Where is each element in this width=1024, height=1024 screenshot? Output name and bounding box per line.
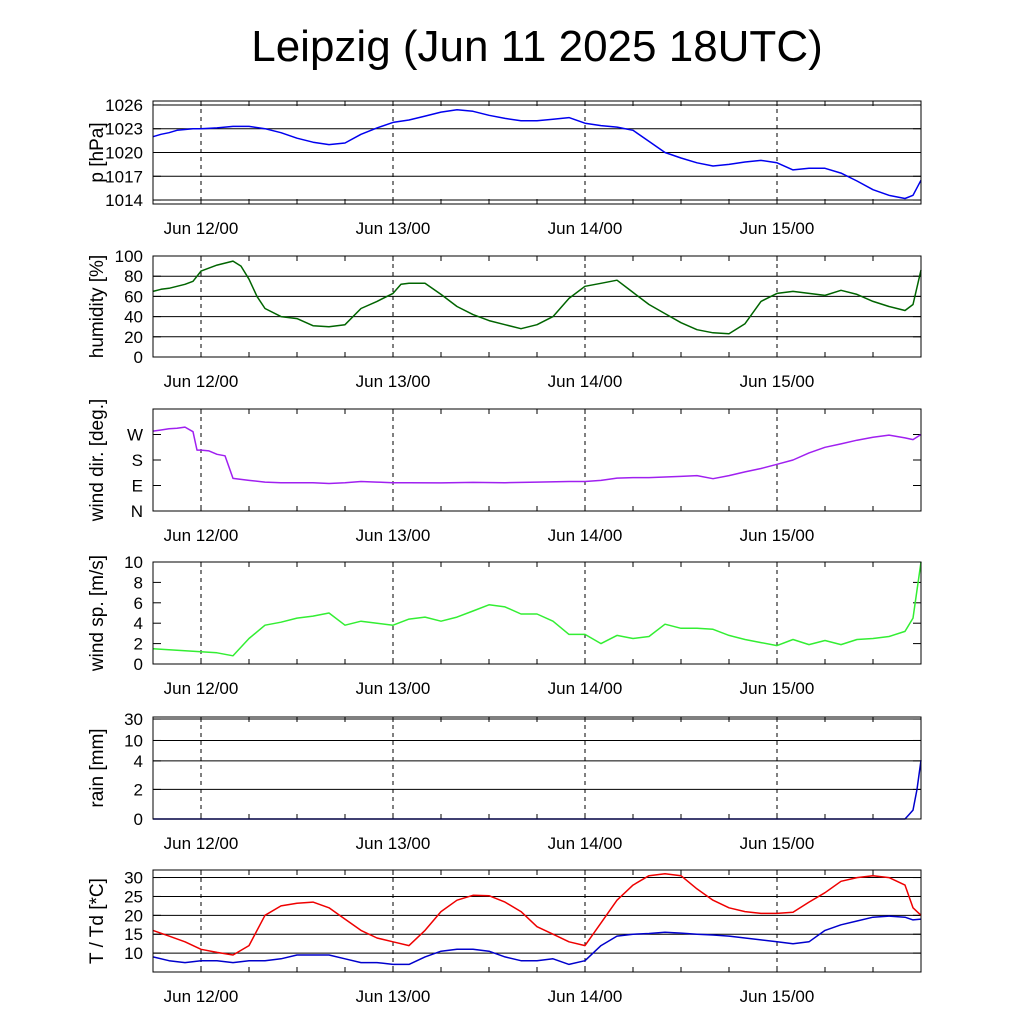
y-tick-label: 1014 xyxy=(105,191,143,210)
x-tick-label: Jun 15/00 xyxy=(740,987,815,1006)
x-tick-label: Jun 12/00 xyxy=(164,526,239,545)
panel-frame xyxy=(152,869,922,973)
y-tick-label: 0 xyxy=(134,810,143,829)
y-tick-label: N xyxy=(131,502,143,521)
y-tick-label: 1017 xyxy=(105,167,143,186)
x-tick-label: Jun 12/00 xyxy=(164,219,239,238)
x-tick-label: Jun 15/00 xyxy=(740,372,815,391)
y-axis-label: humidity [%] xyxy=(87,255,108,358)
series-humidity xyxy=(152,260,922,335)
y-tick-label: 0 xyxy=(134,348,143,367)
y-tick-label: 20 xyxy=(124,328,143,347)
y-tick-label: 4 xyxy=(134,614,143,633)
x-tick-label: Jun 14/00 xyxy=(548,526,623,545)
panel-pressure: 1014 1017 1020 1023 1026 p [hPa] Jun 12/00 Jun … xyxy=(87,96,922,238)
y-tick-label: 80 xyxy=(124,267,143,286)
x-tick-label: Jun 12/00 xyxy=(164,987,239,1006)
y-tick-label: W xyxy=(127,426,143,445)
y-tick-label: E xyxy=(132,477,143,496)
y-tick-label: 2 xyxy=(134,780,143,799)
x-tick-label: Jun 15/00 xyxy=(740,526,815,545)
x-tick-label: Jun 14/00 xyxy=(548,679,623,698)
y-tick-label: 8 xyxy=(134,573,143,592)
y-tick-label: 20 xyxy=(124,906,143,925)
y-axis-label: wind dir. [deg.] xyxy=(87,399,108,523)
series-pressure xyxy=(152,108,922,200)
y-tick-label: 10 xyxy=(124,731,143,750)
panel-wind_speed: 02 46 810 wind sp. [m/s] Jun 12/00 Jun 13/00 J… xyxy=(87,553,922,698)
x-tick-label: Jun 15/00 xyxy=(740,679,815,698)
y-tick-label: 25 xyxy=(124,887,143,906)
y-tick-label: 30 xyxy=(124,710,143,729)
series-temperature xyxy=(152,873,922,956)
panel-rain: 0 2 4 10 30 rain [mm] Jun 12/00 Jun 13/00 Jun 14… xyxy=(87,710,922,853)
y-tick-label: 0 xyxy=(134,655,143,674)
y-tick-label: 1020 xyxy=(105,144,143,163)
x-tick-label: Jun 14/00 xyxy=(548,219,623,238)
panel-frame xyxy=(152,408,922,512)
y-tick-label: 100 xyxy=(115,247,143,266)
x-tick-label: Jun 13/00 xyxy=(356,219,431,238)
y-tick-label: 6 xyxy=(134,594,143,613)
x-tick-label: Jun 14/00 xyxy=(548,372,623,391)
y-tick-label: S xyxy=(132,451,143,470)
x-tick-label: Jun 13/00 xyxy=(356,526,431,545)
y-tick-label: 1026 xyxy=(105,96,143,115)
y-tick-label: 60 xyxy=(124,287,143,306)
y-tick-label: 10 xyxy=(124,944,143,963)
x-tick-label: Jun 15/00 xyxy=(740,219,815,238)
y-axis-label: p [hPa] xyxy=(87,122,108,182)
series-dewpoint xyxy=(152,915,922,966)
y-tick-label: 40 xyxy=(124,308,143,327)
y-tick-label: 2 xyxy=(134,635,143,654)
y-tick-label: 15 xyxy=(124,925,143,944)
series-wind_dir xyxy=(152,426,922,485)
y-tick-label: 30 xyxy=(124,869,143,888)
y-tick-label: 1023 xyxy=(105,120,143,139)
x-tick-label: Jun 15/00 xyxy=(740,834,815,853)
chart-title: Leipzig (Jun 11 2025 18UTC) xyxy=(251,22,823,71)
panel-frame xyxy=(152,255,922,358)
x-tick-label: Jun 14/00 xyxy=(548,834,623,853)
y-tick-label: 4 xyxy=(134,752,143,771)
x-tick-label: Jun 13/00 xyxy=(356,372,431,391)
panel-frame xyxy=(152,561,922,665)
y-axis-label: rain [mm] xyxy=(87,728,108,807)
x-tick-label: Jun 12/00 xyxy=(164,372,239,391)
x-tick-label: Jun 13/00 xyxy=(356,834,431,853)
y-axis-label: wind sp. [m/s] xyxy=(87,555,108,672)
panel-frame xyxy=(152,716,922,820)
panel-frame xyxy=(152,100,922,205)
y-axis-label: T / Td [*C] xyxy=(87,878,108,964)
y-tick-label: 10 xyxy=(124,553,143,572)
x-tick-label: Jun 13/00 xyxy=(356,679,431,698)
x-tick-label: Jun 12/00 xyxy=(164,834,239,853)
series-wind_speed xyxy=(152,561,922,657)
x-tick-label: Jun 12/00 xyxy=(164,679,239,698)
x-tick-label: Jun 14/00 xyxy=(548,987,623,1006)
x-tick-label: Jun 13/00 xyxy=(356,987,431,1006)
